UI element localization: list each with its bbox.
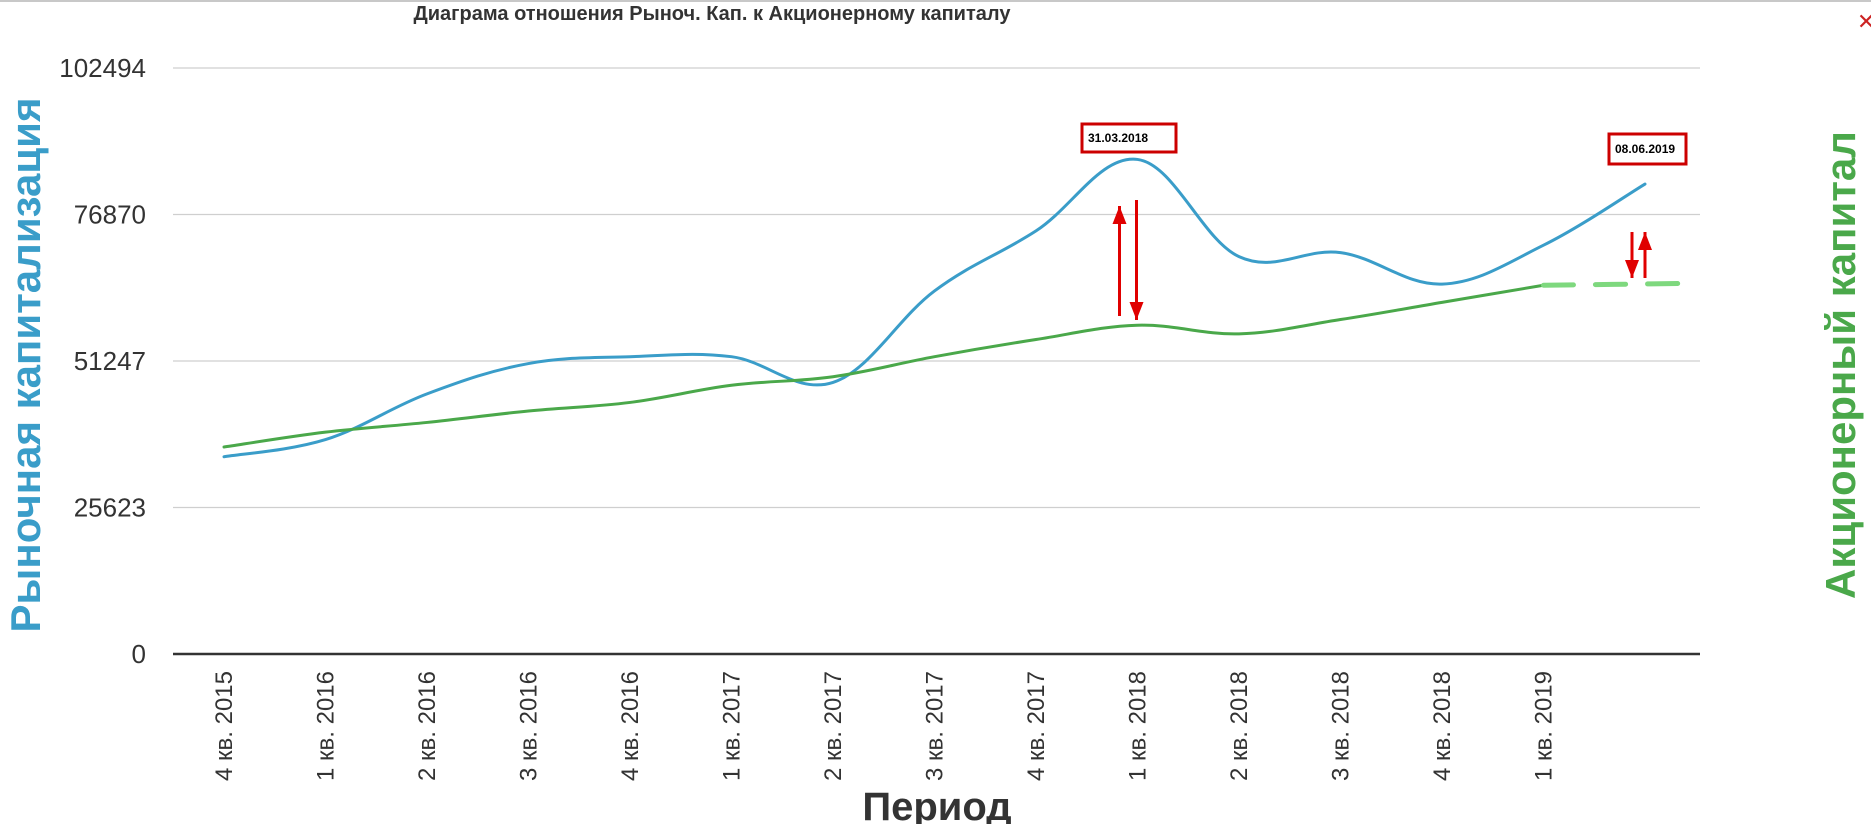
annotations: 31.03.2018 08.06.2019 <box>1080 122 1688 166</box>
x-tick-label: 3 кв. 2017 <box>922 671 949 781</box>
x-tick-label: 2 кв. 2016 <box>414 671 441 781</box>
annotation-box: 08.06.2019 <box>1607 132 1688 166</box>
y-tick-label: 51247 <box>74 346 146 376</box>
x-tick-label: 2 кв. 2018 <box>1226 671 1253 781</box>
grid <box>173 67 1700 656</box>
y-tick-label: 102494 <box>59 53 146 83</box>
chart-title: Диаграма отношения Рыноч. Кап. к Акционе… <box>414 3 1012 25</box>
x-tick-label: 1 кв. 2018 <box>1125 671 1152 781</box>
x-tick-label: 4 кв. 2015 <box>211 671 238 781</box>
x-tick-label: 4 кв. 2016 <box>617 671 644 781</box>
x-tick-label: 4 кв. 2018 <box>1429 671 1456 781</box>
x-tick-label: 3 кв. 2018 <box>1328 671 1355 781</box>
top-divider <box>0 0 1871 2</box>
y-axis-label-right: Акционерный капитал <box>1817 131 1864 599</box>
y-ticks: 0 25623 51247 76870 102494 <box>59 53 146 669</box>
series-line-3 <box>1541 281 1684 288</box>
x-axis-label: Период <box>862 785 1011 824</box>
x-tick-label: 2 кв. 2017 <box>820 671 847 781</box>
x-tick-label: 4 кв. 2017 <box>1023 671 1050 781</box>
series-line-2 <box>222 283 1545 449</box>
arrows <box>1112 200 1652 320</box>
y-axis-label-left: Рыночная капитализация <box>2 98 49 633</box>
x-tick-label: 1 кв. 2019 <box>1531 671 1558 781</box>
arrow-down-2018-head <box>1129 302 1144 320</box>
y-tick-label: 0 <box>132 639 146 669</box>
arrow-up-2018-head <box>1112 206 1127 224</box>
x-tick-label: 3 кв. 2016 <box>516 671 543 781</box>
close-icon[interactable]: ✕ <box>1857 10 1871 35</box>
annotation-box: 31.03.2018 <box>1080 122 1178 154</box>
arrow-up-2019-head <box>1638 232 1652 250</box>
annotation-label: 31.03.2018 <box>1088 131 1148 145</box>
x-tick-label: 1 кв. 2017 <box>719 671 746 781</box>
x-ticks: 4 кв. 2015 1 кв. 2016 2 кв. 2016 3 кв. 2016… <box>211 671 1558 781</box>
arrow-down-2019-head <box>1625 260 1639 278</box>
y-tick-label: 25623 <box>74 493 146 523</box>
series-line-1 <box>222 157 1647 459</box>
x-tick-label: 1 кв. 2016 <box>313 671 340 781</box>
y-tick-label: 76870 <box>74 200 146 230</box>
annotation-label: 08.06.2019 <box>1615 142 1675 156</box>
series-lines <box>222 157 1684 459</box>
